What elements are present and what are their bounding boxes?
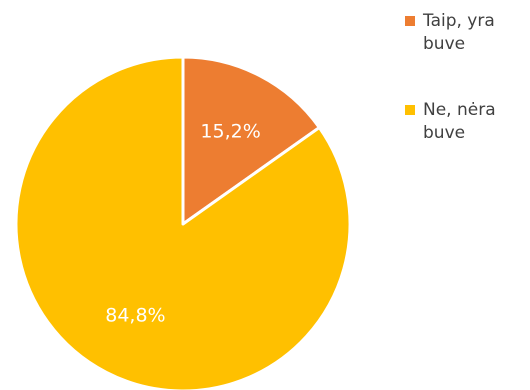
slice-label-1: 84,8%: [105, 304, 165, 326]
legend-swatch-ne: [405, 105, 415, 115]
legend-label-ne: Ne, nėra buve: [423, 100, 496, 143]
slice-labels: 15,2% 84,8%: [105, 121, 261, 327]
slice-label-0: 15,2%: [200, 121, 260, 143]
pie-slice-0: [181, 55, 321, 226]
legend-item-taip: Taip, yra buve: [405, 10, 530, 56]
pie-slices: [14, 55, 352, 390]
legend-swatch-taip: [405, 16, 415, 26]
legend: Taip, yra buve Ne, nėra buve: [405, 10, 530, 188]
pie-slice-1: [14, 55, 352, 390]
legend-label-taip: Taip, yra buve: [423, 11, 495, 54]
legend-item-ne: Ne, nėra buve: [405, 99, 530, 145]
